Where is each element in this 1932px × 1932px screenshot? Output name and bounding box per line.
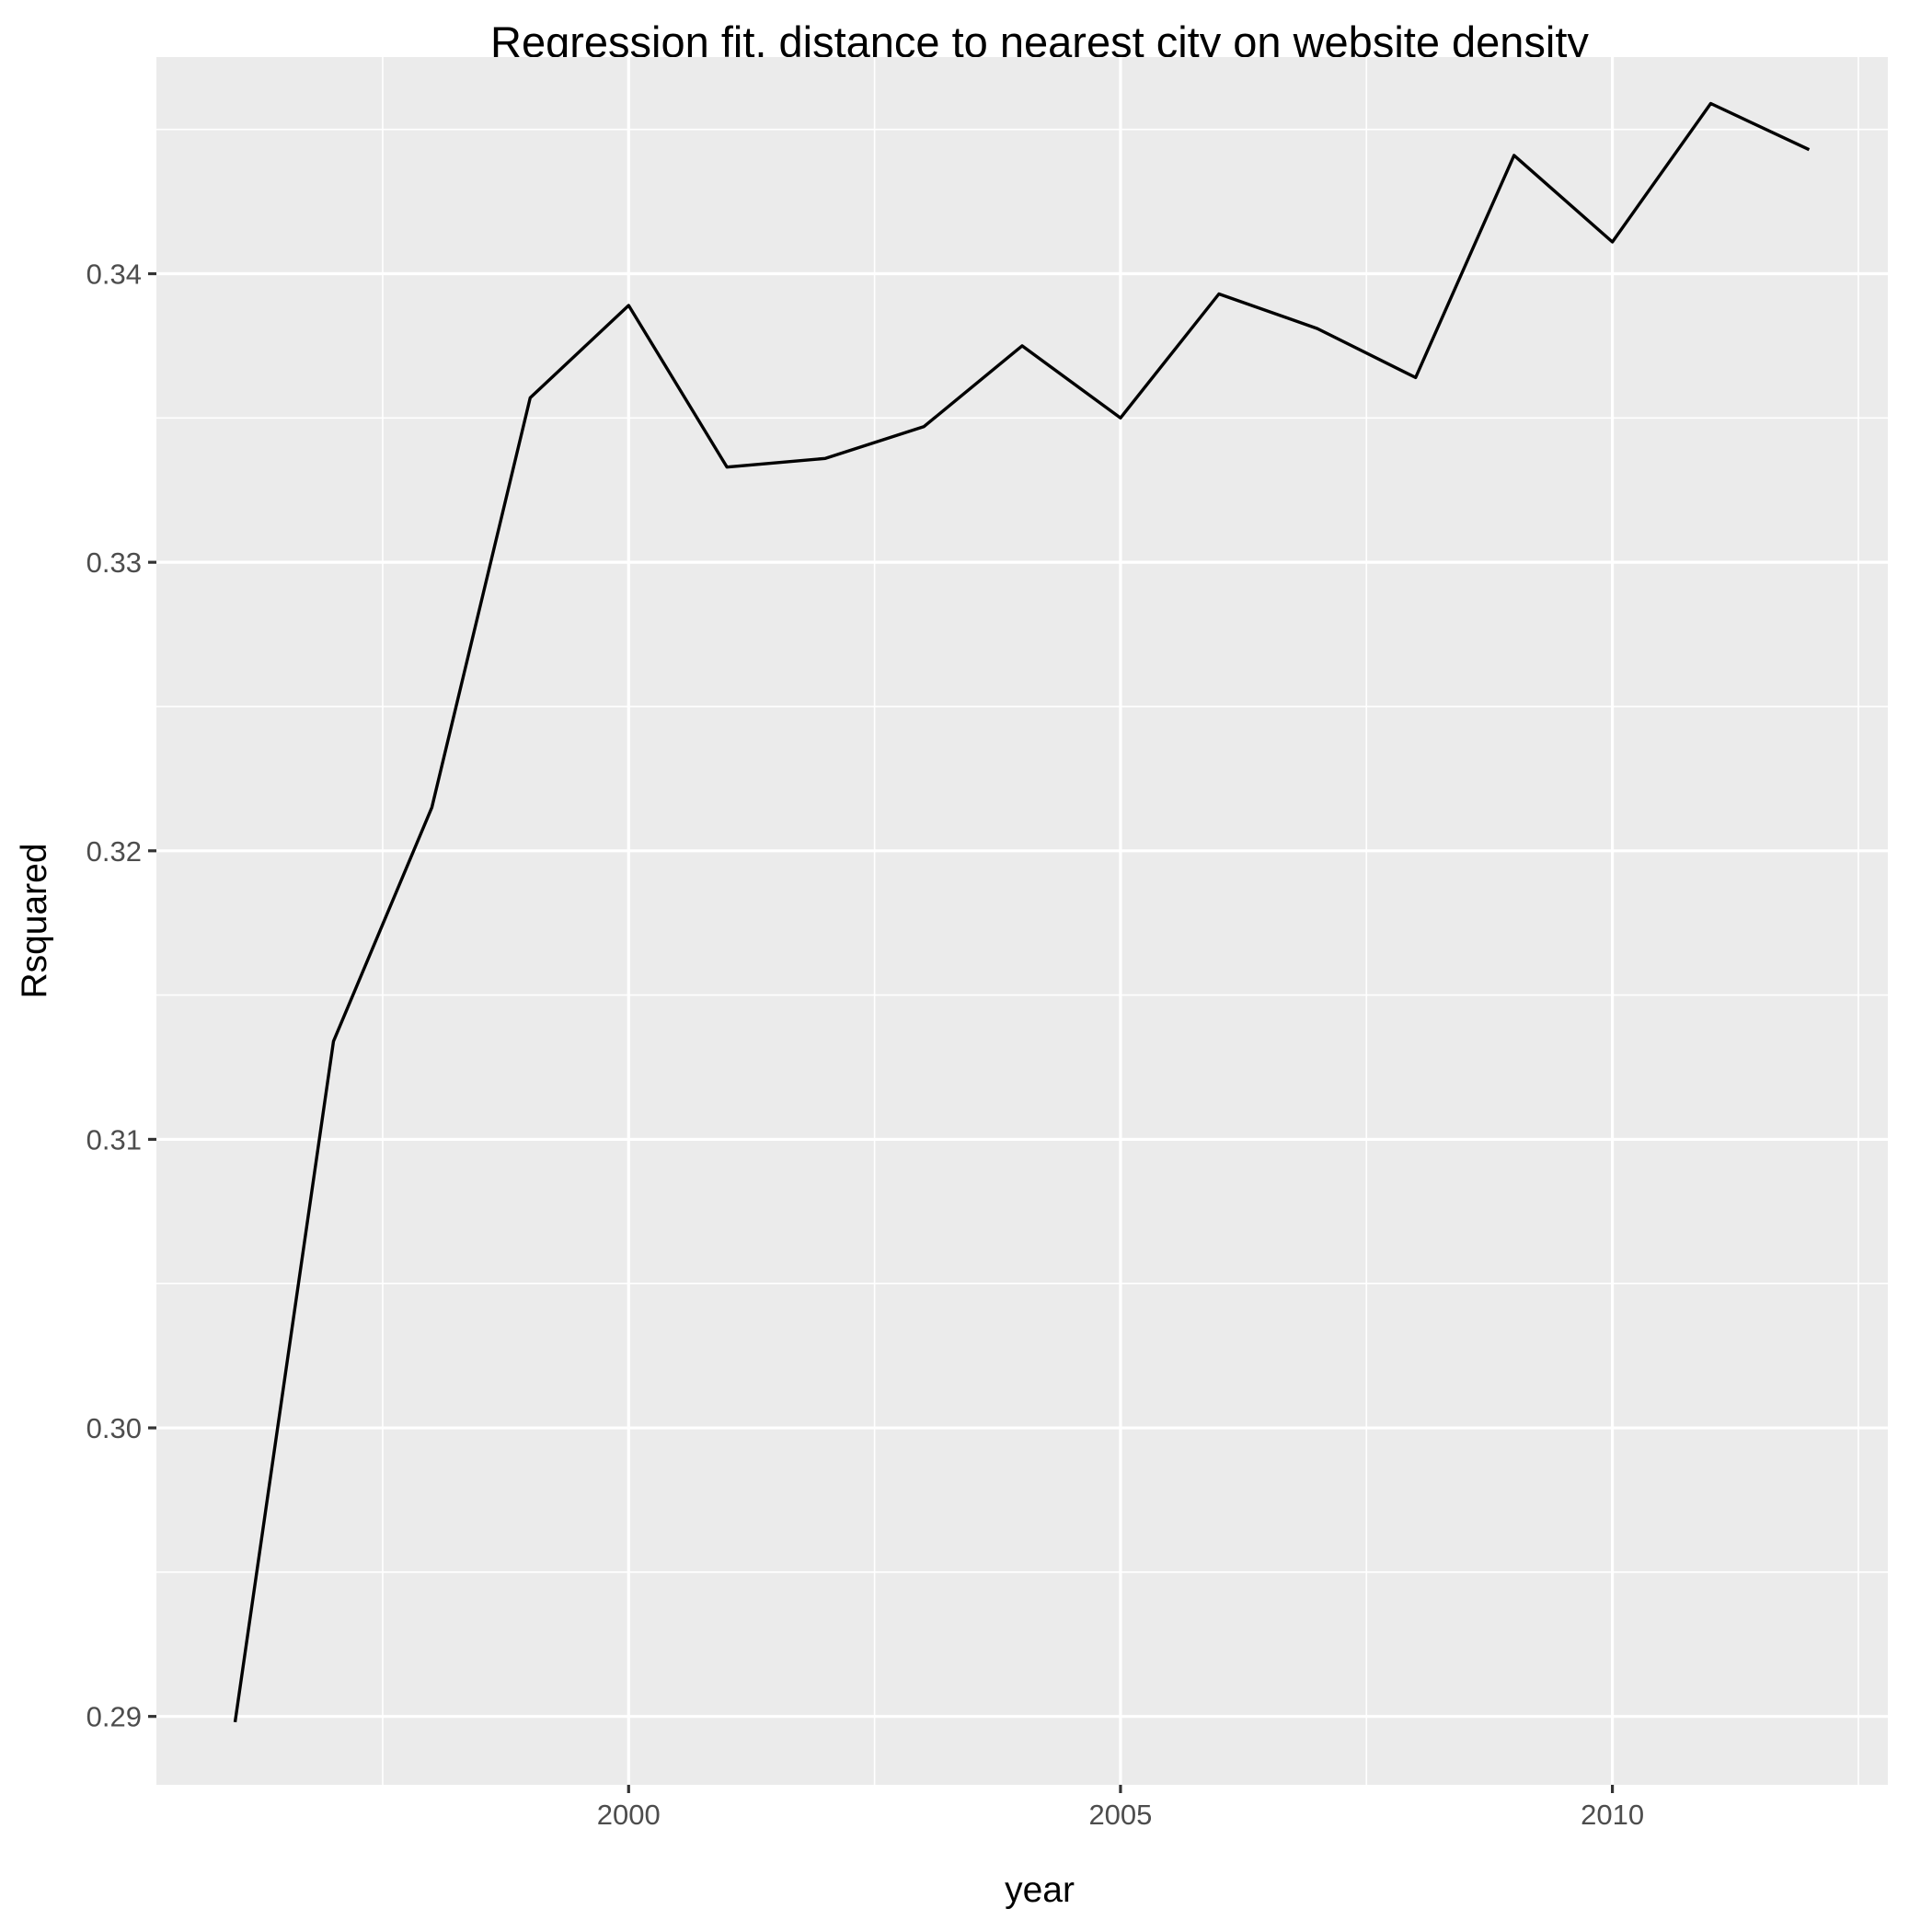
y-tick-label: 0.33: [86, 546, 142, 579]
x-tick-label: 2005: [1088, 1799, 1152, 1831]
series-line: [233, 101, 1811, 1723]
x-tick-label: 2000: [597, 1799, 661, 1831]
y-axis-title: Rsquared: [15, 843, 54, 998]
y-tick-label: 0.30: [86, 1412, 142, 1444]
plot-panel: [156, 57, 1888, 1785]
y-axis: 0.29 0.30 0.31 0.32 0.33 0.34: [86, 259, 156, 1733]
y-tick-label: 0.31: [86, 1123, 142, 1156]
x-axis: 2000 2005 2010: [597, 1785, 1644, 1831]
x-tick-label: 2010: [1581, 1799, 1644, 1831]
y-tick-label: 0.29: [86, 1701, 142, 1733]
major-gridlines: [156, 57, 1888, 1785]
series-layer: [233, 101, 1811, 1723]
minor-gridlines: [156, 57, 1888, 1785]
y-tick-label: 0.34: [86, 259, 142, 291]
x-axis-title: year: [1005, 1870, 1075, 1910]
y-tick-label: 0.32: [86, 835, 142, 868]
